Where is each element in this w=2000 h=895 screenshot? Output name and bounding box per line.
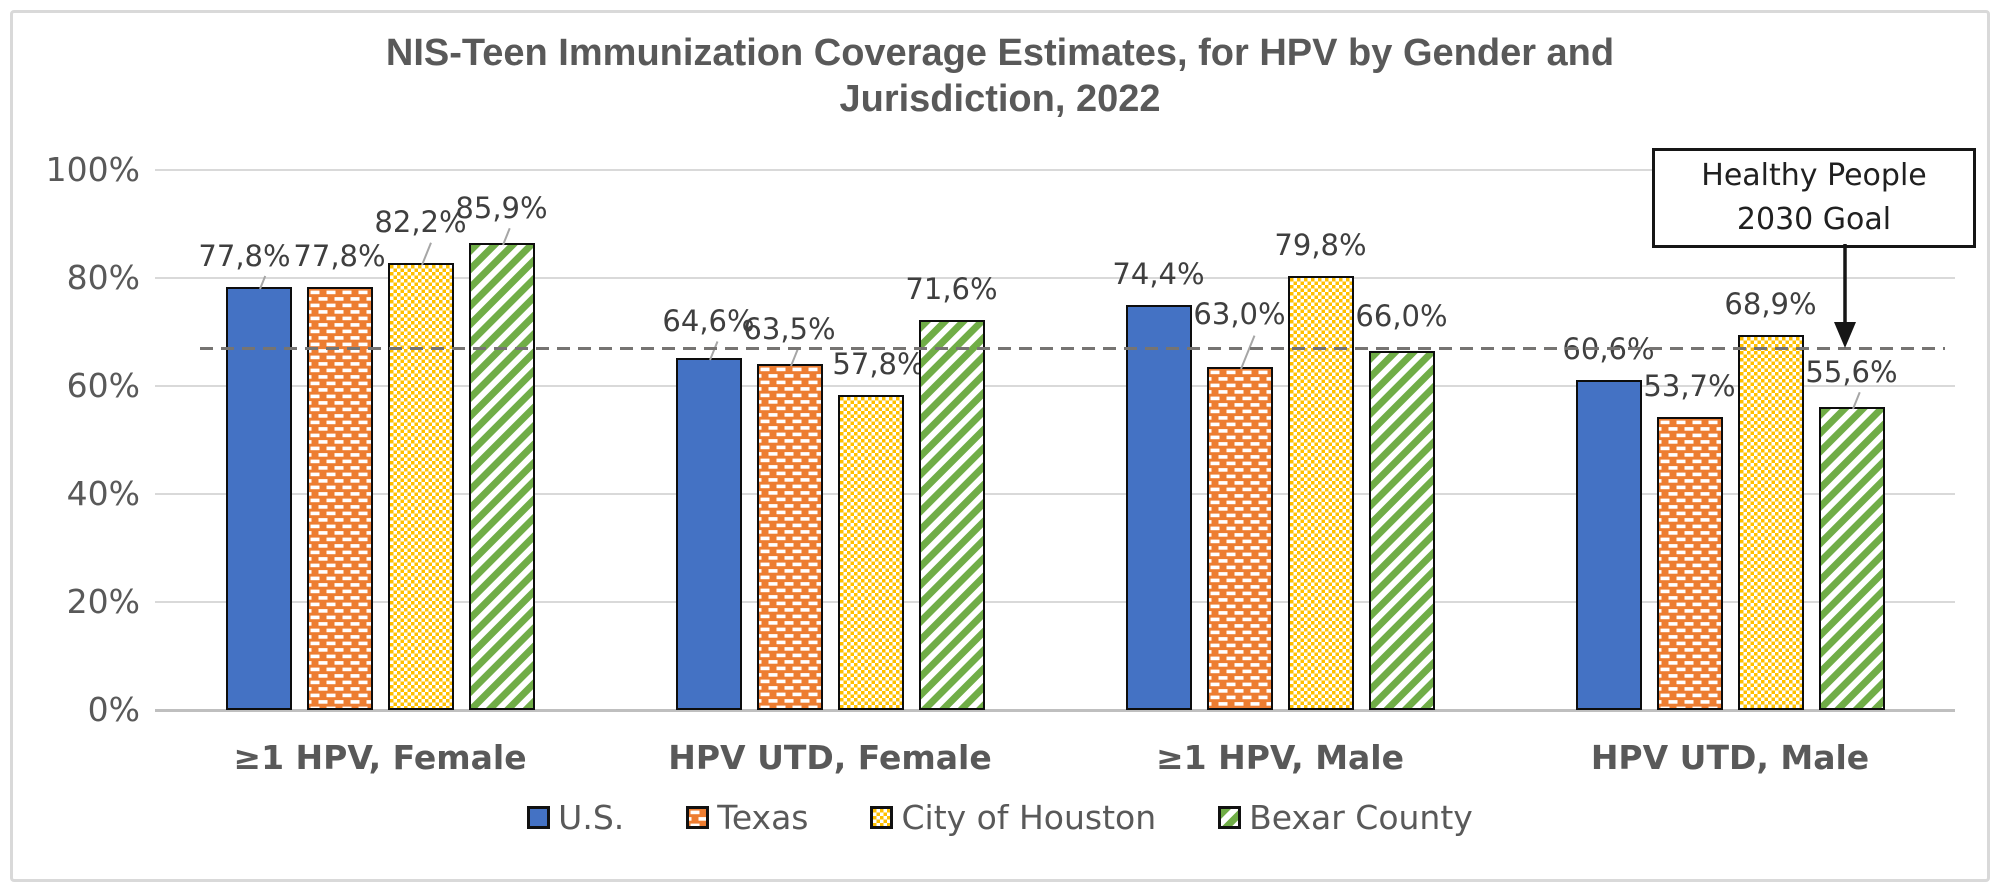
bar-value-label: 57,8% — [832, 347, 925, 381]
bar-pattern-fill — [1658, 419, 1721, 708]
grid-line — [155, 385, 1955, 387]
grid-line — [155, 601, 1955, 603]
label-leader-line — [1851, 391, 1861, 410]
chart-title: NIS-Teen Immunization Coverage Estimates… — [385, 32, 1615, 121]
legend-label: U.S. — [558, 798, 625, 837]
bar-city-of-houston-4: 68,9% — [1724, 287, 1817, 710]
bar-u-s-4: 60,6% — [1562, 332, 1655, 710]
label-leader-line — [1239, 335, 1255, 370]
down-arrow-icon — [1834, 244, 1856, 348]
bar-texas-3: 63,0% — [1193, 297, 1286, 710]
category-label-4: HPV UTD, Male — [1590, 738, 1870, 777]
grid-line — [155, 493, 1955, 495]
bar-value-label: 53,7% — [1643, 369, 1736, 403]
grid-line — [155, 277, 1955, 279]
label-leader-line — [501, 227, 511, 246]
grid-line — [155, 169, 1955, 171]
bar-bexar-county-3: 66,0% — [1355, 299, 1448, 710]
bar-pattern-fill — [1820, 409, 1883, 708]
bar-value-label: 85,9% — [455, 191, 548, 225]
label-leader-line — [708, 341, 718, 361]
bar-pattern-fill — [758, 366, 821, 708]
bar-bexar-county-2: 71,6% — [905, 272, 998, 710]
goal-callout: Healthy People 2030 Goal — [1652, 148, 1976, 248]
legend-swatch-icon — [686, 806, 710, 829]
legend-label: City of Houston — [901, 798, 1157, 837]
legend-item-u-s: U.S. — [527, 798, 624, 837]
bar-texas-4: 53,7% — [1643, 369, 1736, 710]
bar-value-label: 77,8% — [198, 239, 291, 273]
bar-pattern-fill — [1739, 337, 1802, 708]
plot-area: 77,8% 77,8% 82,2% 85,9% 64,6% 63,5% 57,8% 71,6%… — [155, 169, 1955, 712]
category-label-3: ≥1 HPV, Male — [1155, 738, 1404, 777]
legend-swatch-icon — [527, 806, 551, 829]
bar-pattern-fill — [308, 289, 371, 708]
y-tick-label: 0% — [87, 690, 140, 729]
bar-value-label: 71,6% — [905, 272, 998, 306]
y-tick-label: 60% — [66, 366, 140, 405]
bar-pattern-fill — [470, 245, 533, 708]
legend-swatch-icon — [870, 806, 894, 829]
bar-value-label: 66,0% — [1355, 299, 1448, 333]
legend-item-city-of-houston: City of Houston — [870, 798, 1156, 837]
bar-value-label: 77,8% — [293, 239, 386, 273]
legend-item-bexar-county: Bexar County — [1218, 798, 1473, 837]
legend-label: Texas — [717, 798, 809, 837]
bar-pattern-fill — [920, 322, 983, 708]
bar-value-label: 63,5% — [743, 312, 836, 346]
y-tick-label: 20% — [66, 582, 140, 621]
y-tick-label: 80% — [66, 258, 140, 297]
bar-pattern-fill — [839, 397, 902, 708]
legend: U.S. Texas City of Houston Bexar County — [0, 798, 2000, 837]
goal-callout-line2: 2030 Goal — [1736, 202, 1892, 237]
category-label-1: ≥1 HPV, Female — [233, 738, 527, 777]
bar-city-of-houston-2: 57,8% — [832, 347, 925, 710]
bar-value-label: 82,2% — [374, 205, 467, 239]
y-tick-label: 40% — [66, 474, 140, 513]
bar-u-s-2: 64,6% — [662, 304, 755, 710]
legend-label: Bexar County — [1249, 798, 1473, 837]
bar-value-label: 68,9% — [1724, 287, 1817, 321]
bar-pattern-fill — [1370, 353, 1433, 708]
category-label-2: HPV UTD, Female — [668, 738, 992, 777]
y-tick-label: 100% — [45, 150, 140, 189]
legend-item-texas: Texas — [686, 798, 808, 837]
label-leader-line — [420, 242, 432, 266]
bar-pattern-fill — [1208, 369, 1271, 708]
goal-line — [200, 347, 1945, 351]
bar-city-of-houston-1: 82,2% — [374, 205, 467, 710]
bar-value-label: 64,6% — [662, 304, 755, 338]
bar-value-label: 79,8% — [1274, 228, 1367, 262]
legend-swatch-icon — [1218, 806, 1242, 829]
bar-texas-1: 77,8% — [293, 239, 386, 710]
bar-pattern-fill — [1289, 278, 1352, 708]
bar-city-of-houston-3: 79,8% — [1274, 228, 1367, 710]
bar-u-s-3: 74,4% — [1112, 257, 1205, 710]
bar-texas-2: 63,5% — [743, 312, 836, 710]
bar-u-s-1: 77,8% — [198, 239, 292, 710]
bar-value-label: 74,4% — [1112, 257, 1205, 291]
label-leader-line — [789, 348, 799, 367]
bar-bexar-county-1: 85,9% — [455, 191, 548, 710]
bar-value-label: 63,0% — [1193, 297, 1286, 331]
x-axis-line — [155, 709, 1955, 712]
bar-pattern-fill — [389, 265, 452, 708]
bar-bexar-county-4: 55,6% — [1805, 355, 1898, 710]
bar-value-label: 55,6% — [1805, 355, 1898, 389]
goal-callout-line1: Healthy People — [1701, 158, 1927, 193]
